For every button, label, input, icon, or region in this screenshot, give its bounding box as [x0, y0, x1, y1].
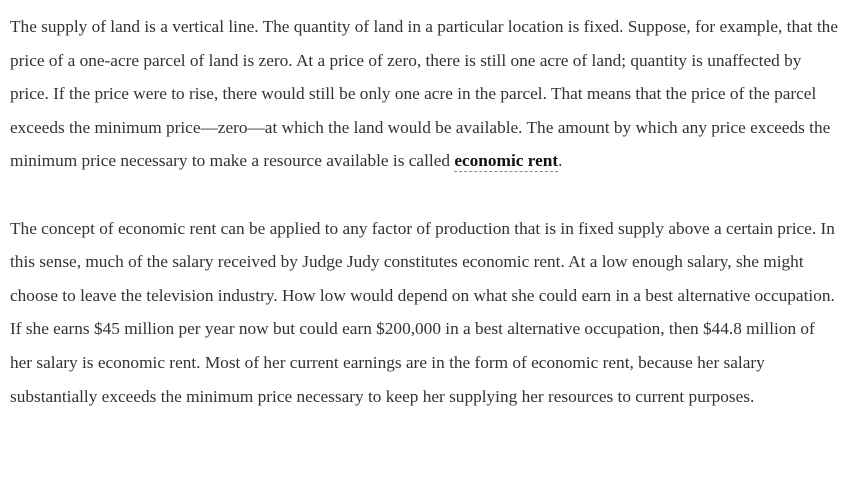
paragraph-end-punctuation: .: [558, 151, 563, 171]
article-body: The supply of land is a vertical line. T…: [10, 10, 840, 413]
paragraph-text: The concept of economic rent can be appl…: [10, 218, 835, 406]
glossary-term-economic-rent[interactable]: economic rent: [454, 151, 559, 173]
paragraph-text: The supply of land is a vertical line. T…: [10, 17, 838, 171]
paragraph-economic-rent-example: The concept of economic rent can be appl…: [10, 212, 840, 414]
paragraph-land-supply: The supply of land is a vertical line. T…: [10, 10, 840, 178]
